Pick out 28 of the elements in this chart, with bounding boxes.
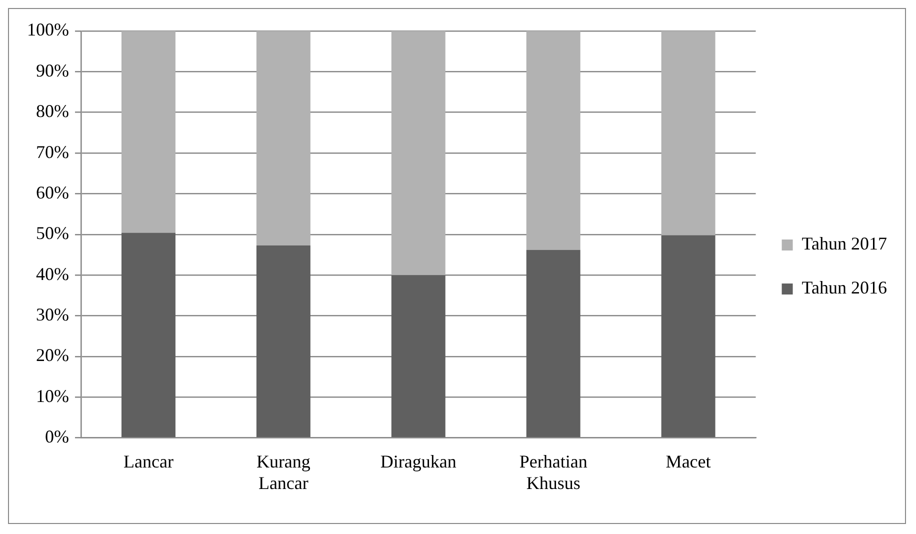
y-tick-label: 90% xyxy=(36,60,69,80)
legend-label: Tahun 2017 xyxy=(802,234,888,254)
bar xyxy=(121,232,176,438)
bar xyxy=(526,31,580,250)
x-tick-label: Perhatian Khusus xyxy=(519,451,588,493)
bar xyxy=(391,31,446,276)
bar xyxy=(121,31,176,233)
bar xyxy=(661,235,716,438)
y-tick-label: 10% xyxy=(36,386,69,406)
x-tick-label: Kurang Lancar xyxy=(256,451,310,493)
bar xyxy=(661,31,716,236)
y-tick-label: 20% xyxy=(36,345,69,366)
x-tick-label: Lancar xyxy=(123,451,174,472)
y-tick-label: 50% xyxy=(36,223,69,244)
y-tick-label: 60% xyxy=(36,182,69,202)
y-tick-label: 80% xyxy=(36,101,69,122)
y-tick-label: 70% xyxy=(36,142,69,162)
bar xyxy=(256,31,310,246)
x-tick-label: Macet xyxy=(666,451,711,472)
y-tick-label: 100% xyxy=(26,20,69,40)
y-tick-label: 30% xyxy=(36,304,69,324)
y-tick-label: 40% xyxy=(36,264,69,284)
y-tick-label: 0% xyxy=(44,426,69,447)
bar xyxy=(256,245,310,438)
bar xyxy=(391,275,446,438)
x-tick-label: Diragukan xyxy=(380,451,456,472)
bar xyxy=(526,250,580,438)
legend-label: Tahun 2016 xyxy=(802,278,888,298)
